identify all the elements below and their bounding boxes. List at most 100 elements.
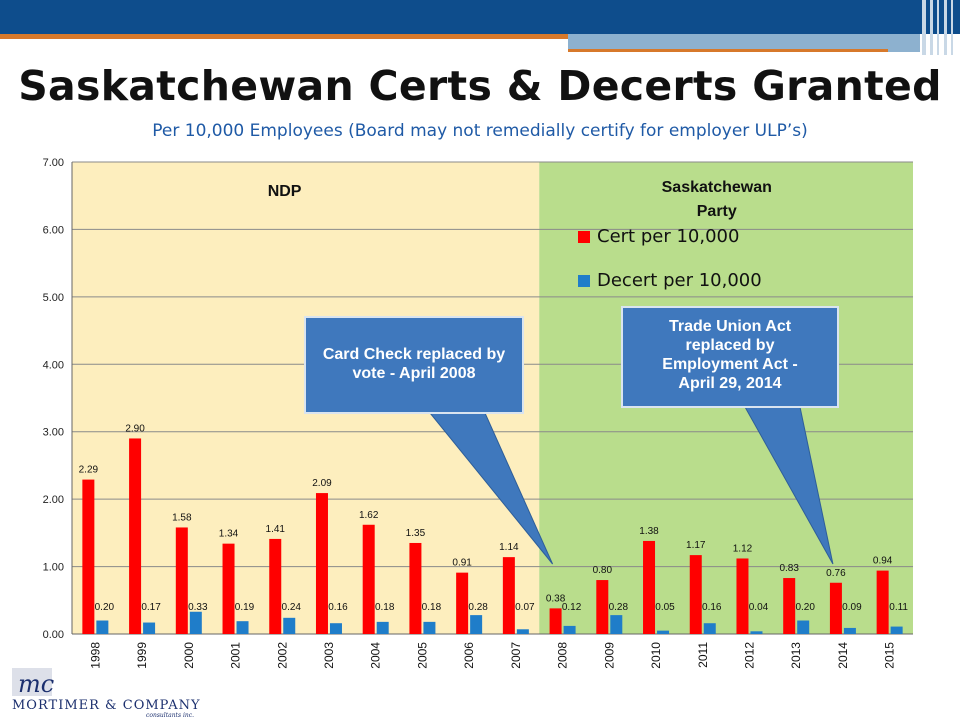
cert-bar-2007 bbox=[502, 557, 515, 634]
cert-label-1999: 2.90 bbox=[125, 423, 145, 434]
cert-bar-2003 bbox=[315, 493, 328, 634]
x-tick-label: 2011 bbox=[696, 642, 710, 668]
header-stripes bbox=[922, 0, 953, 55]
x-tick-label: 2009 bbox=[602, 642, 616, 669]
company-tagline: consultants inc. bbox=[146, 712, 194, 719]
cert-label-2008: 0.38 bbox=[546, 593, 566, 604]
header-sub-band bbox=[568, 34, 920, 52]
callout-trade-union-text-line: Employment Act - bbox=[662, 356, 797, 373]
cert-label-1998: 2.29 bbox=[79, 465, 99, 476]
y-tick-label: 3.00 bbox=[43, 427, 64, 439]
svg-text:mc: mc bbox=[18, 670, 54, 698]
decert-bar-2012 bbox=[750, 631, 763, 634]
cert-bar-2005 bbox=[409, 542, 422, 634]
cert-label-2005: 1.35 bbox=[406, 528, 426, 539]
x-tick-label: 1998 bbox=[88, 642, 102, 669]
cert-label-2001: 1.34 bbox=[219, 529, 239, 540]
decert-bar-2004 bbox=[376, 621, 389, 634]
callout-card-check-box bbox=[304, 316, 524, 414]
callout-trade-union-box bbox=[621, 306, 839, 408]
legend-label-0: Cert per 10,000 bbox=[597, 226, 739, 247]
legend-label-1: Decert per 10,000 bbox=[597, 270, 762, 291]
legend-swatch-1 bbox=[578, 275, 590, 287]
decert-label-2012: 0.04 bbox=[749, 602, 769, 613]
cert-bar-1998 bbox=[82, 479, 95, 634]
region-label-sask-party-line2: Party bbox=[697, 203, 737, 220]
x-tick-label: 2015 bbox=[883, 642, 897, 669]
cert-label-2002: 1.41 bbox=[266, 524, 286, 535]
x-tick-label: 2008 bbox=[556, 642, 570, 669]
decert-bar-2013 bbox=[797, 620, 810, 634]
decert-bar-2001 bbox=[236, 621, 249, 634]
cert-label-2011: 1.17 bbox=[686, 540, 706, 551]
y-tick-label: 0.00 bbox=[43, 629, 64, 641]
decert-bar-2000 bbox=[189, 611, 202, 634]
cert-bar-2015 bbox=[876, 570, 889, 634]
cert-label-2000: 1.58 bbox=[172, 512, 192, 523]
cert-bar-2011 bbox=[689, 555, 702, 634]
y-tick-label: 7.00 bbox=[43, 157, 64, 169]
cert-label-2006: 0.91 bbox=[452, 558, 472, 569]
cert-bar-2000 bbox=[175, 527, 188, 634]
decert-label-2002: 0.24 bbox=[282, 602, 302, 613]
decert-bar-2015 bbox=[890, 626, 903, 634]
decert-bar-2008 bbox=[563, 625, 576, 634]
decert-label-2003: 0.16 bbox=[328, 602, 348, 613]
x-tick-label: 2003 bbox=[322, 642, 336, 669]
cert-bar-2004 bbox=[362, 524, 375, 634]
header-accent-line bbox=[0, 34, 568, 39]
cert-bar-1999 bbox=[129, 438, 142, 634]
y-tick-label: 5.00 bbox=[43, 292, 64, 304]
company-name: MORTIMER & COMPANY bbox=[12, 698, 201, 713]
decert-bar-1998 bbox=[96, 620, 109, 634]
x-tick-label: 2014 bbox=[836, 642, 850, 669]
callout-trade-union-text-line: April 29, 2014 bbox=[678, 375, 781, 392]
cert-label-2009: 0.80 bbox=[593, 565, 613, 576]
x-tick-label: 2005 bbox=[415, 642, 429, 669]
x-tick-label: 1999 bbox=[135, 642, 149, 669]
decert-label-2009: 0.28 bbox=[609, 602, 629, 613]
decert-bar-1999 bbox=[143, 622, 156, 634]
x-tick-label: 2001 bbox=[229, 642, 243, 669]
y-tick-label: 6.00 bbox=[43, 224, 64, 236]
decert-label-2007: 0.07 bbox=[515, 602, 535, 613]
cert-label-2004: 1.62 bbox=[359, 510, 379, 521]
decert-label-2004: 0.18 bbox=[375, 602, 395, 613]
cert-bar-2008 bbox=[549, 608, 562, 634]
cert-label-2007: 1.14 bbox=[499, 542, 519, 553]
decert-label-2006: 0.28 bbox=[468, 602, 488, 613]
decert-bar-2011 bbox=[703, 623, 716, 634]
cert-label-2010: 1.38 bbox=[639, 526, 659, 537]
decert-label-2011: 0.16 bbox=[702, 602, 722, 613]
decert-bar-2003 bbox=[329, 623, 342, 634]
callout-card-check-text-line: vote - April 2008 bbox=[352, 365, 475, 382]
decert-bar-2007 bbox=[516, 629, 529, 634]
x-tick-label: 2006 bbox=[462, 642, 476, 669]
callout-card-check-text-line: Card Check replaced by bbox=[323, 346, 505, 363]
cert-label-2014: 0.76 bbox=[826, 568, 846, 579]
cert-bar-2010 bbox=[643, 540, 656, 634]
decert-label-2014: 0.09 bbox=[842, 602, 862, 613]
decert-label-2015: 0.11 bbox=[889, 602, 908, 613]
decert-bar-2010 bbox=[657, 630, 670, 634]
y-tick-label: 4.00 bbox=[43, 359, 64, 371]
decert-label-2008: 0.12 bbox=[562, 602, 582, 613]
x-tick-label: 2013 bbox=[789, 642, 803, 669]
cert-bar-2006 bbox=[456, 572, 469, 634]
decert-label-2010: 0.05 bbox=[655, 602, 675, 613]
cert-bar-2001 bbox=[222, 543, 235, 634]
x-tick-label: 2000 bbox=[182, 642, 196, 669]
decert-label-1999: 0.17 bbox=[141, 602, 161, 613]
x-tick-label: 2002 bbox=[275, 642, 289, 669]
y-tick-label: 2.00 bbox=[43, 494, 64, 506]
decert-bar-2005 bbox=[423, 621, 436, 634]
legend-swatch-0 bbox=[578, 231, 590, 243]
callout-trade-union-text-line: replaced by bbox=[686, 337, 775, 354]
cert-bar-2013 bbox=[783, 578, 796, 634]
decert-bar-2006 bbox=[470, 615, 483, 634]
cert-label-2015: 0.94 bbox=[873, 556, 893, 567]
page-subtitle: Per 10,000 Employees (Board may not reme… bbox=[152, 121, 808, 141]
x-tick-label: 2007 bbox=[509, 642, 523, 669]
cert-bar-2009 bbox=[596, 580, 609, 634]
company-logo: mc MORTIMER & COMPANY consultants inc. bbox=[6, 662, 200, 719]
